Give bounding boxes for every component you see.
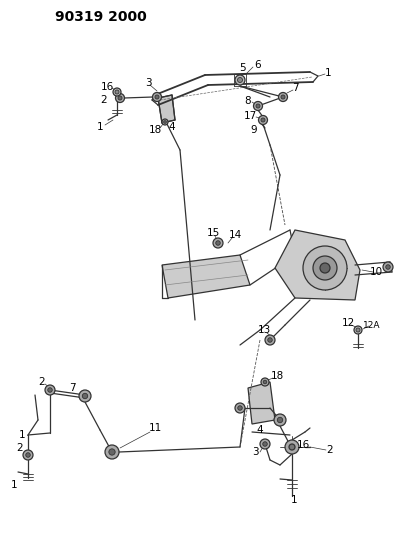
Circle shape [238,406,242,410]
Circle shape [259,116,267,125]
Polygon shape [158,95,175,123]
Circle shape [263,380,267,384]
Circle shape [354,326,362,334]
Circle shape [115,93,124,102]
Circle shape [235,403,245,413]
Circle shape [216,241,220,245]
Text: 18: 18 [270,371,284,381]
Circle shape [113,88,121,96]
Circle shape [48,387,52,392]
Text: 10: 10 [369,267,383,277]
Circle shape [152,93,162,101]
Circle shape [279,93,288,101]
Text: 3: 3 [145,78,151,88]
Text: 1: 1 [325,68,331,78]
Text: 2: 2 [38,377,45,387]
Text: 16: 16 [100,82,113,92]
Text: 7: 7 [69,383,75,393]
Circle shape [260,439,270,449]
Text: 1: 1 [11,480,17,490]
Polygon shape [275,230,360,300]
Circle shape [23,450,33,460]
Text: 1: 1 [19,430,25,440]
Text: 18: 18 [148,125,162,135]
Circle shape [162,119,168,125]
Circle shape [164,120,166,123]
Circle shape [235,75,245,85]
Text: 14: 14 [229,230,242,240]
Circle shape [320,263,330,273]
Text: 5: 5 [240,63,246,73]
Circle shape [105,445,119,459]
Circle shape [277,417,283,423]
Circle shape [303,246,347,290]
Circle shape [285,440,299,454]
Text: 15: 15 [207,228,220,238]
Circle shape [263,442,267,446]
Text: 90319 2000: 90319 2000 [55,10,147,24]
Text: 2: 2 [327,445,333,455]
Text: 3: 3 [252,447,258,457]
Text: 12: 12 [341,318,354,328]
Circle shape [383,262,393,272]
Circle shape [261,378,269,386]
Circle shape [256,104,260,108]
Circle shape [109,449,115,455]
Text: 16: 16 [296,440,310,450]
Circle shape [356,328,360,332]
Text: 1: 1 [291,495,297,505]
Polygon shape [248,382,275,424]
Circle shape [45,385,55,395]
Circle shape [261,118,265,122]
Circle shape [155,95,159,99]
Text: 6: 6 [255,60,261,70]
Text: 1: 1 [97,122,103,132]
Circle shape [213,238,223,248]
Text: 2: 2 [101,95,107,105]
Circle shape [79,390,91,402]
Text: 8: 8 [245,96,251,106]
Circle shape [237,77,243,83]
Circle shape [274,414,286,426]
Text: 13: 13 [257,325,271,335]
Circle shape [289,444,295,450]
Text: 12A: 12A [363,320,381,329]
Text: 11: 11 [148,423,162,433]
Text: 4: 4 [169,122,175,132]
Circle shape [386,265,390,269]
Text: 7: 7 [292,83,298,93]
Circle shape [313,256,337,280]
Text: 17: 17 [243,111,257,121]
Text: 4: 4 [257,425,263,435]
Circle shape [82,393,88,399]
Circle shape [26,453,30,457]
Circle shape [115,90,119,94]
Circle shape [118,96,122,100]
Circle shape [281,95,285,99]
Circle shape [265,335,275,345]
Circle shape [253,101,263,110]
Text: 9: 9 [251,125,257,135]
Polygon shape [162,255,250,298]
Circle shape [268,338,272,342]
Text: 2: 2 [17,443,23,453]
